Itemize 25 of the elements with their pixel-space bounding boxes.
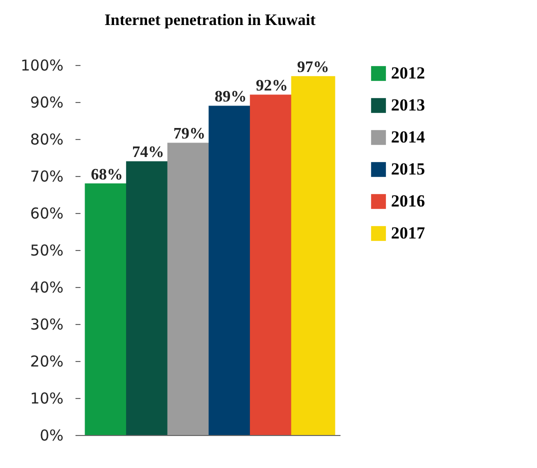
- y-tick-label: 30%: [30, 316, 64, 334]
- y-tick-label: 0%: [40, 426, 64, 444]
- data-label: 79%: [173, 126, 206, 143]
- legend-label: 2015: [391, 160, 425, 178]
- y-tick-label: 10%: [30, 390, 64, 408]
- legend-label: 2014: [391, 128, 426, 146]
- data-label: 92%: [256, 78, 288, 95]
- data-label: 97%: [297, 59, 330, 76]
- y-tick-label: 70%: [30, 168, 64, 186]
- data-label: 68%: [90, 166, 123, 184]
- legend-label: 2016: [391, 192, 425, 210]
- legend-label: 2017: [391, 224, 426, 242]
- legend-label: 2012: [391, 64, 425, 82]
- y-tick-label: 50%: [30, 242, 64, 260]
- data-label: 74%: [132, 144, 164, 162]
- y-tick-label: 40%: [30, 278, 64, 296]
- y-tick-label: 20%: [30, 352, 64, 370]
- bar: [291, 76, 336, 435]
- y-tick-label: 90%: [30, 94, 64, 112]
- y-tick-label: 100%: [20, 56, 64, 74]
- y-tick-label: 60%: [30, 204, 64, 222]
- data-label: 89%: [214, 88, 247, 106]
- y-tick-label: 80%: [30, 130, 64, 148]
- legend-label: 2013: [391, 96, 425, 114]
- chart-title: Internet penetration in Kuwait: [104, 12, 316, 29]
